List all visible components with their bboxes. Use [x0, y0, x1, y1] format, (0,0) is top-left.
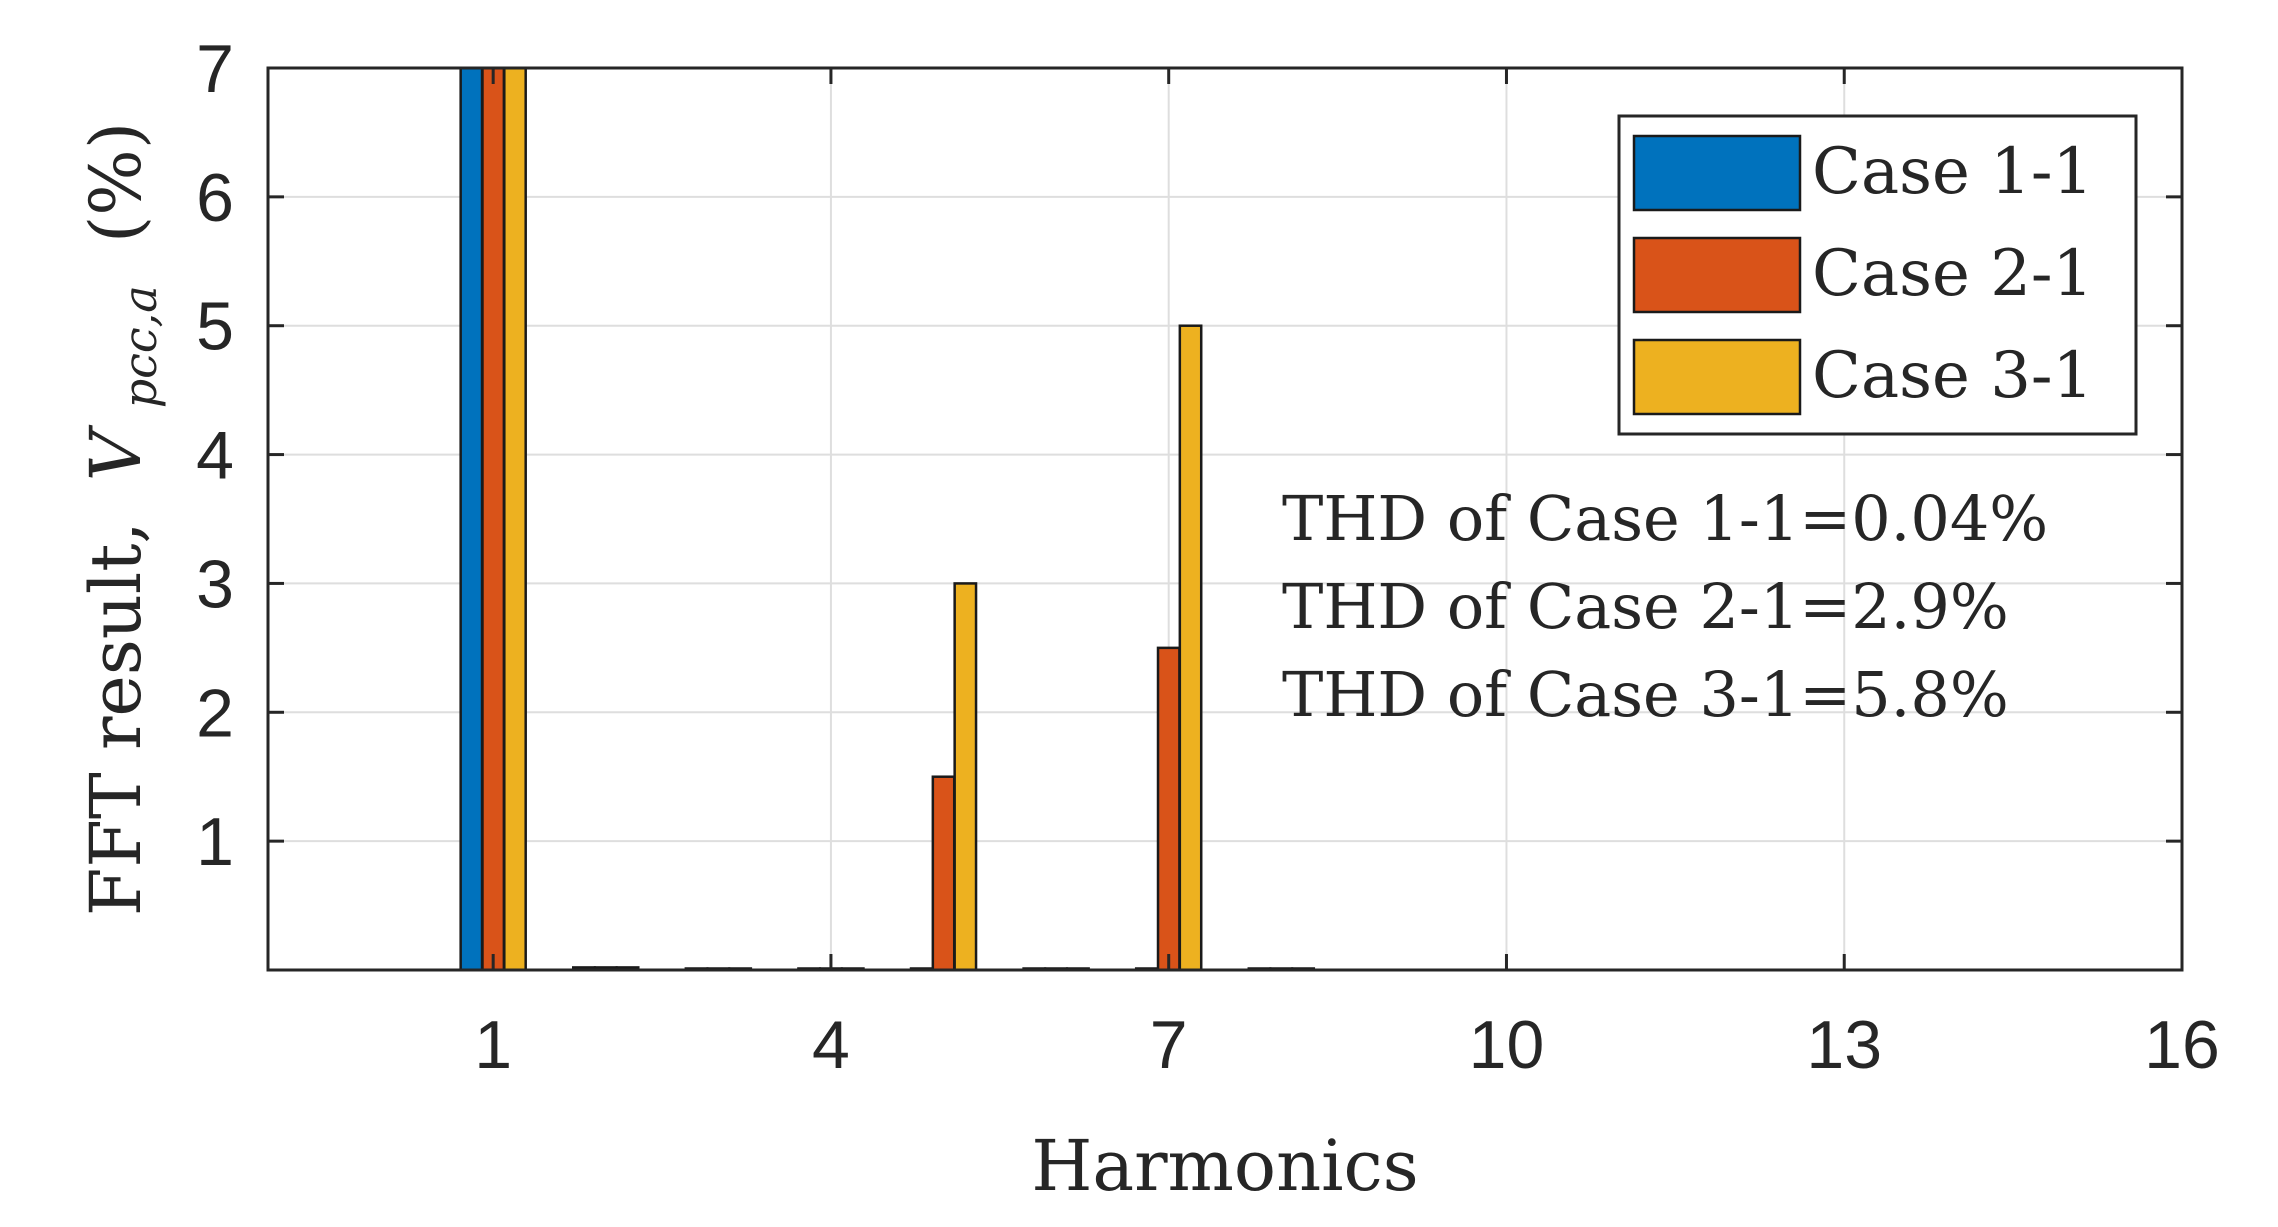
y-tick-label: 5: [196, 289, 234, 365]
y-tick-label: 3: [196, 546, 234, 622]
thd-annotation: THD of Case 1-1=0.04%: [1282, 482, 2048, 555]
legend: Case 1-1 Case 2-1 Case 3-1: [1617, 114, 2138, 436]
x-tick-labels: 1 4 7 10 13 16: [474, 1007, 2220, 1083]
bar-case-2-1-h7: [1156, 646, 1181, 972]
y-axis-title-symbol: V: [75, 424, 157, 481]
legend-items: Case 1-1 Case 2-1 Case 3-1: [1632, 134, 2093, 416]
axis-ticks: [268, 66, 2184, 970]
legend-label: Case 2-1: [1812, 237, 2093, 311]
legend-swatch: [1632, 236, 1802, 314]
y-axis-title: FFT result, V pcc,a (%): [75, 122, 173, 916]
bar-case-3-1-h7: [1178, 324, 1203, 972]
y-tick-label: 1: [196, 804, 234, 880]
bar-case-1-1-h1: [459, 66, 484, 972]
x-tick-label: 1: [474, 1007, 512, 1083]
x-tick-label: 16: [2144, 1007, 2220, 1083]
x-tick-label: 13: [1806, 1007, 1882, 1083]
bar-case-3-1-h1: [503, 66, 527, 972]
x-axis-title: Harmonics: [1031, 1125, 1418, 1207]
thd-annotation: THD of Case 2-1=2.9%: [1282, 570, 2009, 643]
bar-case-3-1-h5: [953, 582, 978, 972]
thd-annotation: THD of Case 3-1=5.8%: [1282, 658, 2009, 731]
plot-frame: [266, 66, 2184, 972]
y-axis-title-suffix: (%): [75, 122, 157, 243]
bar-case-2-1-h5: [931, 775, 956, 972]
y-tick-label: 4: [196, 418, 234, 494]
x-tick-label: 10: [1469, 1007, 1545, 1083]
y-tick-label: 6: [196, 160, 234, 236]
legend-label: Case 3-1: [1812, 339, 2093, 413]
legend-swatch: [1632, 134, 1802, 212]
bar-case-2-1-h1: [481, 66, 506, 972]
legend-label: Case 1-1: [1812, 135, 2093, 209]
y-tick-label: 7: [196, 31, 234, 107]
y-tick-label: 2: [196, 675, 234, 751]
y-axis-title-subscript: pcc,a: [113, 285, 167, 408]
legend-swatch: [1632, 338, 1802, 416]
x-tick-label: 4: [812, 1007, 850, 1083]
y-axis-title-prefix: FFT result,: [75, 521, 157, 916]
x-tick-label: 7: [1150, 1007, 1188, 1083]
thd-annotations: THD of Case 1-1=0.04% THD of Case 2-1=2.9…: [1282, 482, 2048, 731]
y-tick-labels: 1 2 3 4 5 6 7: [196, 31, 234, 880]
